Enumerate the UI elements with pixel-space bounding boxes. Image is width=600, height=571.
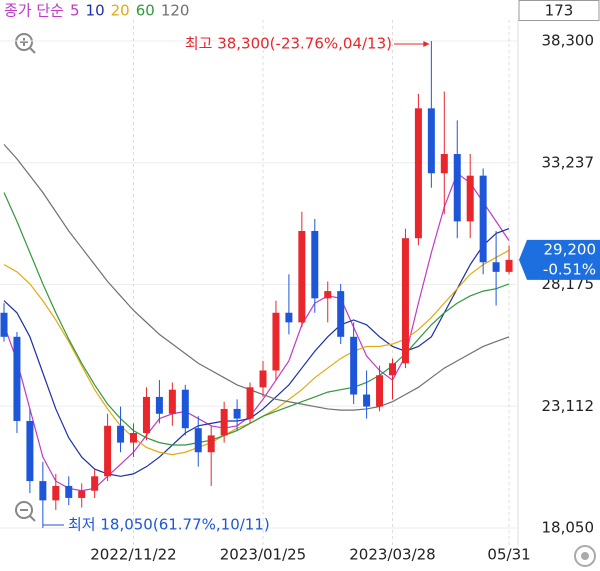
zoom-out-icon[interactable] bbox=[15, 501, 36, 522]
y-tick-label: 18,050 bbox=[542, 518, 595, 536]
moving-average-line bbox=[3, 144, 510, 411]
legend-entry: 10 bbox=[86, 2, 105, 20]
candle-body bbox=[91, 476, 99, 491]
candle-body bbox=[479, 175, 487, 263]
candle-body bbox=[337, 291, 345, 337]
candle-body bbox=[505, 259, 513, 272]
candle-body bbox=[414, 108, 422, 239]
candle-body bbox=[259, 370, 267, 388]
candle-body bbox=[78, 490, 86, 498]
legend-entry: 20 bbox=[111, 2, 130, 20]
annotation-arrowhead bbox=[423, 40, 430, 47]
candle-body bbox=[311, 230, 319, 299]
candle-body bbox=[453, 154, 461, 222]
candle-body bbox=[26, 420, 34, 482]
candle-body bbox=[324, 291, 332, 299]
legend: 종가 단순 5 10 20 60 120 bbox=[4, 2, 189, 20]
moving-average-line bbox=[3, 172, 510, 492]
candle-body bbox=[285, 312, 293, 323]
last-price: 29,200 bbox=[544, 240, 597, 258]
y-tick-label: 38,300 bbox=[542, 31, 595, 49]
candle-body bbox=[272, 312, 280, 371]
x-tick-label: 2023/01/25 bbox=[220, 546, 306, 564]
header-value: 173 bbox=[545, 2, 574, 20]
candle-body bbox=[39, 481, 47, 501]
candle-body bbox=[194, 428, 202, 453]
legend-entry: 5 bbox=[70, 2, 80, 20]
candle-body bbox=[52, 485, 60, 501]
high-annotation: 최고 38,300(-23.76%,04/13) bbox=[185, 34, 392, 52]
candle-body bbox=[181, 389, 189, 429]
zoom-in-icon[interactable] bbox=[15, 33, 36, 54]
candle-body bbox=[492, 262, 500, 272]
y-tick-label: 23,112 bbox=[542, 397, 595, 415]
last-change: -0.51% bbox=[543, 260, 596, 278]
moving-average-line bbox=[3, 192, 510, 446]
candle-body bbox=[130, 433, 137, 443]
settings-icon[interactable] bbox=[574, 545, 596, 567]
x-tick-label: 2023/03/28 bbox=[349, 546, 435, 564]
candle-body bbox=[233, 408, 241, 419]
candle-body bbox=[220, 408, 228, 436]
candle-body bbox=[350, 336, 358, 395]
moving-average-line bbox=[3, 228, 510, 477]
x-tick-label: 2022/11/22 bbox=[90, 546, 176, 564]
candle-body bbox=[0, 312, 8, 337]
y-tick-label: 33,237 bbox=[542, 153, 595, 171]
candle-body bbox=[65, 485, 73, 498]
x-tick-label: 05/31 bbox=[487, 546, 530, 564]
last-price-box bbox=[519, 239, 600, 280]
candle-body bbox=[142, 396, 150, 434]
candle-body bbox=[117, 425, 125, 443]
candle-body bbox=[466, 175, 474, 222]
header-box bbox=[518, 0, 600, 21]
candle-body bbox=[440, 154, 448, 174]
candle-body bbox=[168, 389, 176, 414]
candle-body bbox=[13, 336, 21, 421]
candle-body bbox=[401, 238, 409, 364]
candle-body bbox=[155, 396, 163, 414]
low-annotation: 최저 18,050(61.77%,10/11) bbox=[68, 515, 270, 533]
candle-body bbox=[298, 230, 306, 323]
legend-entry: 120 bbox=[161, 2, 190, 20]
candle-body bbox=[363, 394, 371, 407]
candle-body bbox=[207, 435, 215, 453]
legend-entry: 60 bbox=[136, 2, 155, 20]
legend-title: 종가 단순 bbox=[4, 2, 64, 20]
candle-body bbox=[246, 387, 254, 419]
candle-body bbox=[104, 425, 112, 477]
candle-body bbox=[427, 108, 435, 174]
candle-body bbox=[376, 375, 384, 407]
candle-body bbox=[389, 363, 396, 376]
